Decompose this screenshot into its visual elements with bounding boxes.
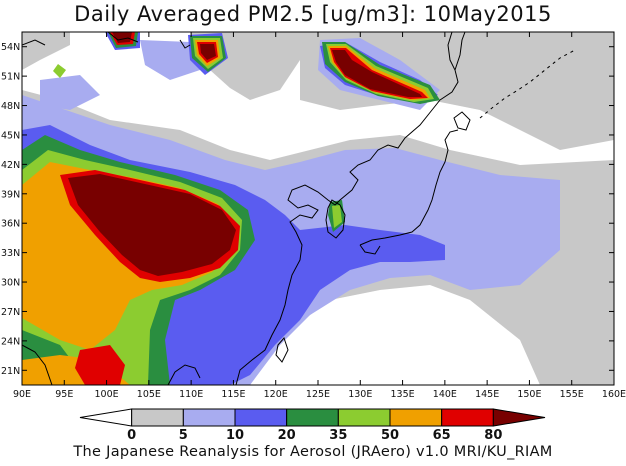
x-tick-label: 100E bbox=[95, 389, 119, 400]
footer-caption: The Japanese Reanalysis for Aerosol (JRA… bbox=[73, 444, 553, 460]
coastline-path bbox=[167, 364, 201, 385]
colorbar-segment-white bbox=[79, 408, 133, 427]
coastlines bbox=[22, 32, 576, 385]
coastline-path bbox=[275, 337, 289, 363]
x-axis: 90E 95E 100E 105E 110E 115E 120E 125E 130E 135E 14… bbox=[13, 32, 626, 400]
colorbar-level-label: 10 bbox=[226, 428, 244, 443]
x-tick-label: 90E bbox=[13, 389, 31, 400]
y-tick-label: 21N bbox=[1, 366, 20, 377]
x-tick-label: 145E bbox=[475, 389, 499, 400]
map-area bbox=[22, 32, 614, 385]
coastline-path bbox=[107, 32, 139, 43]
colorbar-segment-yellow-green bbox=[337, 408, 391, 427]
y-tick-label: 24N bbox=[1, 336, 20, 347]
y-tick-label: 48N bbox=[1, 101, 20, 112]
x-tick-label: 115E bbox=[221, 389, 245, 400]
colorbar-segment-lavender bbox=[182, 408, 236, 427]
coastline-path bbox=[453, 111, 471, 131]
y-tick-label: 54N bbox=[1, 42, 20, 53]
contour-region bbox=[112, 32, 132, 43]
coastline-path bbox=[359, 129, 459, 246]
y-tick-label: 27N bbox=[1, 307, 20, 318]
colorbar-segment-light-gray bbox=[131, 408, 184, 427]
x-tick-label: 105E bbox=[137, 389, 161, 400]
coastline-path bbox=[359, 244, 381, 255]
contour-region bbox=[332, 205, 342, 228]
y-tick-label: 33N bbox=[1, 248, 20, 259]
contour-region bbox=[75, 345, 125, 385]
colorbar-segment-orange bbox=[389, 408, 443, 427]
contour-region bbox=[140, 40, 200, 80]
x-tick-label: 95E bbox=[55, 389, 73, 400]
x-tick-label: 130E bbox=[348, 389, 372, 400]
y-axis: 54N 51N 48N 45N 42N 39N 36N 33N 30N 27N 24N 21N bbox=[1, 42, 614, 377]
x-tick-label: 155E bbox=[560, 389, 584, 400]
colorbar-level-label: 0 bbox=[127, 428, 136, 443]
y-tick-label: 42N bbox=[1, 160, 20, 171]
map-title: Daily Averaged PM2.5 [ug/m3]: 10May2015 bbox=[74, 2, 552, 26]
y-tick-label: 51N bbox=[1, 72, 20, 83]
colorbar-segment-green bbox=[286, 408, 339, 427]
x-tick-label: 135E bbox=[391, 389, 415, 400]
y-tick-label: 36N bbox=[1, 219, 20, 230]
y-tick-label: 39N bbox=[1, 189, 20, 200]
colorbar-segment-blue bbox=[234, 408, 288, 427]
contour-region bbox=[68, 174, 236, 276]
x-tick-label: 125E bbox=[306, 389, 330, 400]
x-tick-label: 160E bbox=[602, 389, 626, 400]
coastline-path bbox=[22, 39, 46, 46]
coastline-path bbox=[235, 99, 441, 385]
colorbar-level-label: 50 bbox=[381, 428, 399, 443]
contour-region bbox=[40, 75, 100, 110]
colorbar-level-label: 20 bbox=[278, 428, 296, 443]
y-tick-label: 30N bbox=[1, 278, 20, 289]
contour-region bbox=[53, 64, 66, 78]
coastline-path bbox=[325, 199, 346, 239]
x-tick-label: 150E bbox=[517, 389, 541, 400]
x-tick-label: 110E bbox=[179, 389, 203, 400]
coastline-path bbox=[454, 32, 466, 71]
colorbar-level-label: 65 bbox=[433, 428, 451, 443]
colorbar-segment-dark-red bbox=[492, 408, 546, 427]
coastline-path bbox=[439, 32, 459, 101]
colorbar-level-label: 80 bbox=[484, 428, 502, 443]
colorbar: 0 5 10 20 35 50 65 80 bbox=[79, 408, 546, 443]
x-tick-label: 140E bbox=[433, 389, 457, 400]
contour-region bbox=[22, 32, 70, 70]
coastline-path bbox=[179, 39, 191, 49]
contour-region bbox=[332, 50, 422, 97]
contour-region bbox=[200, 44, 216, 60]
colorbar-level-label: 5 bbox=[179, 428, 188, 443]
coastline-path bbox=[22, 344, 53, 385]
x-tick-label: 120E bbox=[264, 389, 288, 400]
y-tick-label: 45N bbox=[1, 130, 20, 141]
pm25-layer-80-plus bbox=[68, 32, 422, 276]
contour-region bbox=[330, 48, 428, 99]
colorbar-segment-red bbox=[441, 408, 494, 427]
colorbar-level-label: 35 bbox=[329, 428, 347, 443]
